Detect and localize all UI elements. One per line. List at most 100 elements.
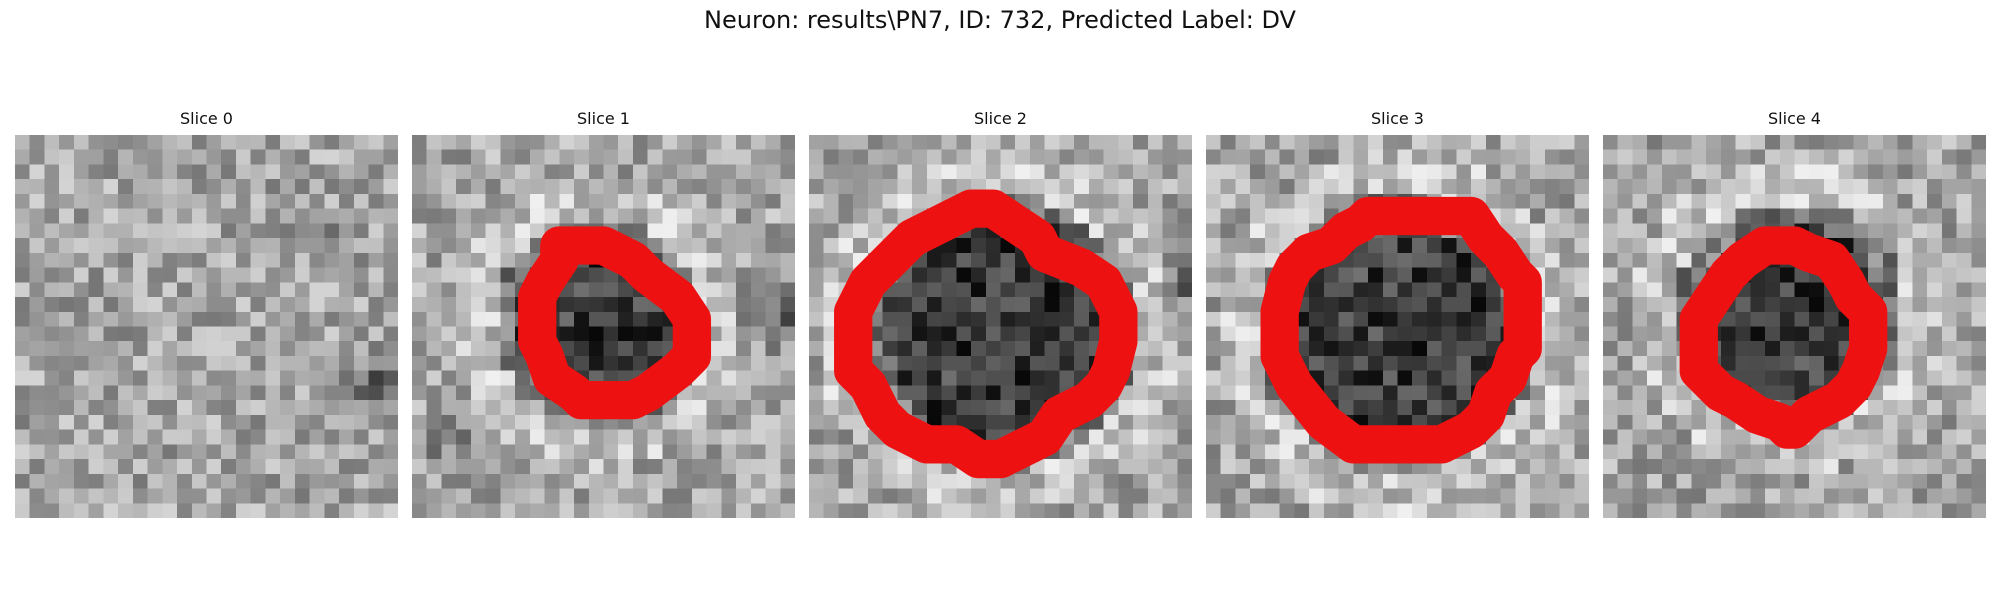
- pixel: [736, 326, 752, 342]
- pixel: [1162, 385, 1178, 401]
- pixel: [559, 429, 575, 445]
- pixel: [1353, 179, 1369, 195]
- pixel: [971, 341, 987, 357]
- pixel: [383, 311, 398, 327]
- pixel: [1515, 164, 1531, 180]
- pixel: [1956, 473, 1972, 489]
- pixel: [191, 488, 207, 504]
- pixel: [132, 503, 148, 518]
- pixel: [1632, 252, 1648, 268]
- pixel: [1059, 282, 1075, 298]
- pixel: [765, 473, 781, 489]
- pixel: [368, 252, 384, 268]
- pixel: [412, 135, 428, 151]
- pixel: [603, 355, 619, 371]
- pixel: [1309, 488, 1325, 504]
- pixel: [677, 135, 693, 151]
- pixel: [1706, 488, 1722, 504]
- pixel: [662, 400, 678, 416]
- pixel: [912, 473, 928, 489]
- pixel: [1632, 135, 1648, 151]
- pixel: [765, 238, 781, 254]
- pixel: [368, 164, 384, 180]
- pixel: [132, 149, 148, 165]
- pixel: [1765, 164, 1781, 180]
- pixel: [383, 429, 398, 445]
- pixel: [1118, 459, 1134, 475]
- pixel: [1162, 503, 1178, 518]
- pixel: [353, 414, 369, 430]
- pixel: [1368, 267, 1384, 283]
- pixel: [412, 193, 428, 209]
- pixel: [15, 341, 31, 357]
- pixel: [1206, 400, 1222, 416]
- pixel: [353, 473, 369, 489]
- pixel: [265, 193, 281, 209]
- pixel: [912, 488, 928, 504]
- pixel: [941, 341, 957, 357]
- pixel: [265, 370, 281, 386]
- pixel: [500, 503, 516, 518]
- pixel: [15, 135, 31, 151]
- pixel: [1074, 459, 1090, 475]
- pixel: [926, 149, 942, 165]
- pixel: [721, 400, 737, 416]
- pixel: [1676, 473, 1692, 489]
- pixel: [1059, 208, 1075, 224]
- pixel: [221, 149, 237, 165]
- pixel: [706, 488, 722, 504]
- pixel: [147, 311, 163, 327]
- pixel: [1133, 193, 1149, 209]
- pixel: [1809, 459, 1825, 475]
- pixel: [1382, 297, 1398, 313]
- pixel: [544, 179, 560, 195]
- pixel: [29, 311, 45, 327]
- pixel: [1162, 429, 1178, 445]
- pixel: [1382, 385, 1398, 401]
- pixel: [1647, 414, 1663, 430]
- pixel: [1250, 473, 1266, 489]
- pixel: [235, 282, 251, 298]
- pixel: [897, 179, 913, 195]
- pixel: [1309, 164, 1325, 180]
- pixel: [1162, 208, 1178, 224]
- pixel: [456, 238, 472, 254]
- pixel: [1779, 267, 1795, 283]
- pixel: [368, 473, 384, 489]
- pixel: [809, 385, 825, 401]
- pixel: [1897, 473, 1913, 489]
- pixel: [853, 238, 869, 254]
- pixel: [59, 311, 75, 327]
- pixel: [412, 252, 428, 268]
- pixel: [721, 326, 737, 342]
- pixel: [118, 179, 134, 195]
- pixel: [1765, 488, 1781, 504]
- pixel: [721, 355, 737, 371]
- pixel: [324, 238, 340, 254]
- pixel: [1220, 311, 1236, 327]
- pixel: [1103, 179, 1119, 195]
- pixel: [470, 503, 486, 518]
- pixel: [588, 326, 604, 342]
- pixel: [485, 208, 501, 224]
- pixel: [353, 297, 369, 313]
- pixel: [88, 208, 104, 224]
- pixel: [1353, 297, 1369, 313]
- pixel: [1515, 208, 1531, 224]
- pixel: [1912, 238, 1928, 254]
- pixel: [1853, 503, 1869, 518]
- pixel: [235, 223, 251, 239]
- pixel: [1603, 252, 1619, 268]
- pixel: [59, 473, 75, 489]
- pixel: [470, 385, 486, 401]
- pixel: [1779, 297, 1795, 313]
- pixel: [15, 267, 31, 283]
- pixel: [941, 488, 957, 504]
- pixel: [1397, 355, 1413, 371]
- pixel: [1279, 135, 1295, 151]
- pixel: [1868, 135, 1884, 151]
- pixel: [1412, 164, 1428, 180]
- pixel: [339, 459, 355, 475]
- pixel: [177, 341, 193, 357]
- pixel: [1927, 414, 1943, 430]
